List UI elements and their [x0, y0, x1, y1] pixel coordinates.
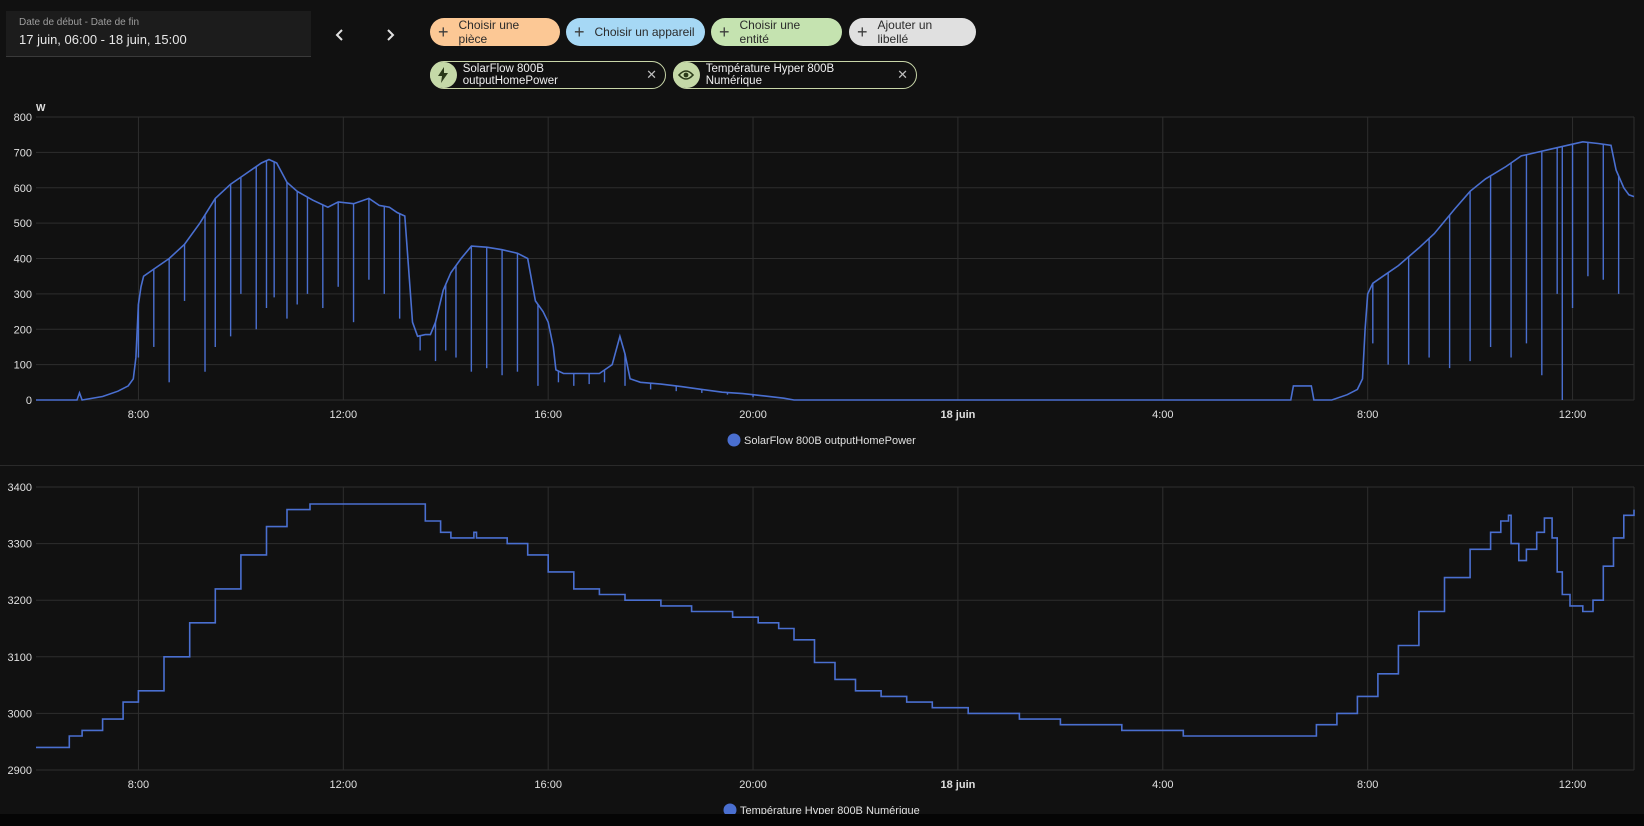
y-tick-label: 700 — [14, 147, 32, 159]
choose-room-chip[interactable]: + Choisir une pièce — [430, 18, 560, 46]
x-tick-label: 4:00 — [1152, 409, 1173, 421]
y-tick-label: 600 — [14, 183, 32, 195]
lightning-icon — [430, 62, 457, 88]
add-label-chip[interactable]: + Ajouter un libellé — [849, 18, 976, 46]
y-tick-label: 500 — [14, 218, 32, 230]
date-range-label: Date de début - Date de fin — [19, 17, 140, 28]
date-range-value: 17 juin, 06:00 - 18 juin, 15:00 — [19, 32, 187, 47]
y-tick-label: 3000 — [8, 708, 32, 720]
selected-entity-name: Température Hyper 800B Numérique — [705, 63, 835, 87]
x-tick-label: 8:00 — [128, 779, 149, 791]
x-tick-label: 8:00 — [1357, 409, 1378, 421]
x-tick-label: 12:00 — [1559, 409, 1587, 421]
x-tick-label: 18 juin — [941, 779, 976, 791]
selected-entity-name: SolarFlow 800B outputHomePower — [462, 63, 558, 87]
date-range-picker[interactable]: Date de début - Date de fin 17 juin, 06:… — [6, 11, 311, 57]
chart-divider — [0, 465, 1644, 466]
y-tick-label: 300 — [14, 289, 32, 301]
x-tick-label: 8:00 — [128, 409, 149, 421]
y-tick-label: 400 — [14, 254, 32, 266]
x-tick-label: 20:00 — [739, 409, 767, 421]
power-chart[interactable]: 0 100 200 300 400 500 600 700 800 8:00 12:00 16:00 2… — [0, 100, 1644, 455]
x-tick-label: 16:00 — [534, 779, 562, 791]
x-tick-label: 12:00 — [1559, 779, 1587, 791]
x-tick-label: 16:00 — [534, 409, 562, 421]
plus-icon: + — [574, 22, 585, 42]
y-tick-label: 100 — [14, 360, 32, 372]
close-icon[interactable]: ✕ — [897, 67, 908, 82]
y-tick-label: 3300 — [8, 539, 32, 551]
legend-label: SolarFlow 800B outputHomePower — [744, 435, 916, 447]
series-line — [36, 140, 1635, 401]
y-tick-label: 0 — [26, 395, 32, 407]
eye-icon — [673, 62, 700, 88]
close-icon[interactable]: ✕ — [646, 67, 657, 82]
y-tick-label: 3400 — [8, 482, 32, 494]
x-tick-label: 12:00 — [330, 409, 358, 421]
choose-room-label: Choisir une pièce — [458, 18, 520, 46]
plus-icon: + — [719, 22, 730, 42]
chart-legend: SolarFlow 800B outputHomePower — [727, 433, 916, 447]
add-label-label: Ajouter un libellé — [877, 18, 933, 46]
x-tick-label: 20:00 — [739, 779, 767, 791]
y-tick-label: 800 — [14, 112, 32, 124]
legend-marker — [723, 803, 737, 817]
y-tick-label: 3100 — [8, 652, 32, 664]
series-line — [36, 503, 1635, 749]
y-tick-label: 200 — [14, 324, 32, 336]
choose-device-label: Choisir un appareil — [594, 25, 695, 39]
next-period-button[interactable] — [375, 20, 405, 50]
temperature-chart[interactable]: 2900 3000 3100 3200 3300 3400 8:00 12:00 16:00 20… — [0, 475, 1644, 826]
selected-entity-chip-temperature[interactable]: Température Hyper 800B Numérique ✕ — [673, 61, 917, 89]
x-tick-label: 12:00 — [330, 779, 358, 791]
x-tick-label: 8:00 — [1357, 779, 1378, 791]
bottom-strip — [0, 814, 1644, 826]
chevron-right-icon — [387, 29, 395, 41]
previous-period-button[interactable] — [325, 20, 355, 50]
x-tick-label: 4:00 — [1152, 779, 1173, 791]
chevron-left-icon — [335, 29, 343, 41]
x-tick-label: 18 juin — [941, 409, 976, 421]
selected-entity-chip-power[interactable]: SolarFlow 800B outputHomePower ✕ — [430, 61, 666, 89]
y-tick-label: 2900 — [8, 765, 32, 777]
choose-device-chip[interactable]: + Choisir un appareil — [566, 18, 705, 46]
y-tick-label: 3200 — [8, 595, 32, 607]
y-unit-label: W — [36, 103, 46, 114]
choose-entity-label: Choisir une entité — [739, 18, 801, 46]
plus-icon: + — [438, 22, 449, 42]
choose-entity-chip[interactable]: + Choisir une entité — [711, 18, 842, 46]
plus-icon: + — [857, 22, 868, 42]
legend-marker — [727, 433, 741, 447]
